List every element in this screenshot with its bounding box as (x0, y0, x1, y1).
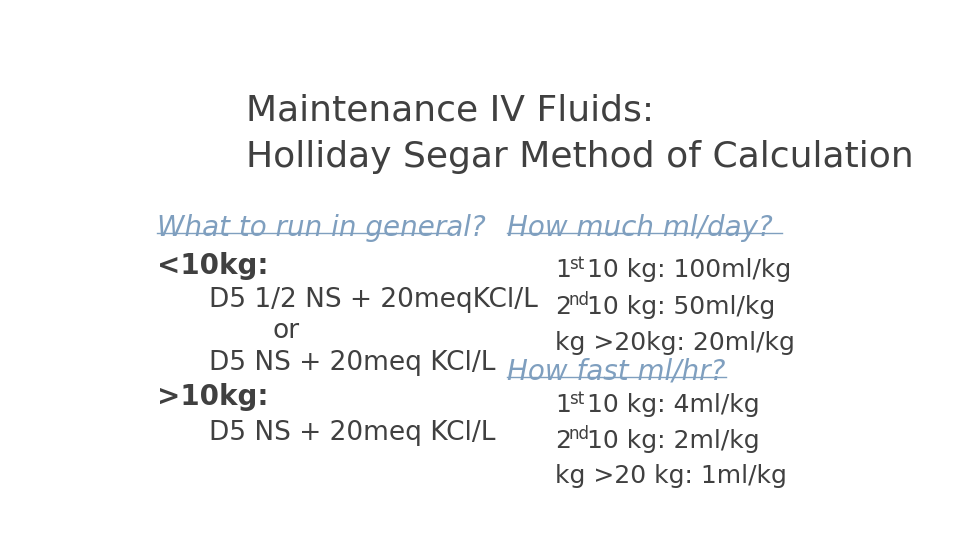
Text: 1: 1 (555, 393, 571, 417)
Text: 2: 2 (555, 295, 571, 319)
Text: How fast ml/hr?: How fast ml/hr? (507, 358, 725, 386)
Text: nd: nd (568, 426, 589, 443)
Text: kg >20 kg: 1ml/kg: kg >20 kg: 1ml/kg (555, 464, 787, 488)
Text: >10kg:: >10kg: (157, 383, 269, 411)
Text: 2: 2 (555, 429, 571, 453)
Text: D5 1/2 NS + 20meqKCl/L: D5 1/2 NS + 20meqKCl/L (209, 287, 539, 313)
Text: 10 kg: 2ml/kg: 10 kg: 2ml/kg (579, 429, 759, 453)
Text: 10 kg: 100ml/kg: 10 kg: 100ml/kg (579, 258, 791, 282)
Text: Maintenance IV Fluids:: Maintenance IV Fluids: (247, 94, 655, 128)
Text: Holliday Segar Method of Calculation: Holliday Segar Method of Calculation (247, 140, 914, 174)
Text: or: or (273, 319, 300, 345)
Text: 1: 1 (555, 258, 571, 282)
Text: st: st (568, 390, 584, 408)
Text: What to run in general?: What to run in general? (157, 214, 486, 242)
Text: st: st (568, 255, 584, 273)
Text: 10 kg: 4ml/kg: 10 kg: 4ml/kg (579, 393, 759, 417)
Text: How much ml/day?: How much ml/day? (507, 214, 773, 242)
Text: D5 NS + 20meq KCl/L: D5 NS + 20meq KCl/L (209, 420, 495, 446)
Text: <10kg:: <10kg: (157, 252, 269, 280)
Text: nd: nd (568, 292, 589, 309)
Text: 10 kg: 50ml/kg: 10 kg: 50ml/kg (579, 295, 776, 319)
Text: kg >20kg: 20ml/kg: kg >20kg: 20ml/kg (555, 331, 795, 355)
Text: D5 NS + 20meq KCl/L: D5 NS + 20meq KCl/L (209, 349, 495, 376)
